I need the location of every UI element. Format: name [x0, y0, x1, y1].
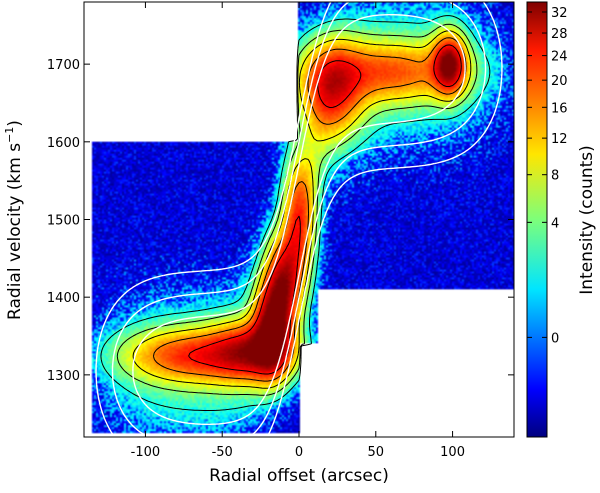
y-tick-label: 1600	[47, 136, 80, 151]
y-axis-label: Radial velocity (km s−1)	[3, 120, 25, 320]
y-tick-label: 1700	[47, 58, 80, 73]
colorbar-tick-label: 4	[551, 216, 559, 231]
colorbar-tick-label: 20	[551, 74, 568, 89]
colorbar-label: Intensity (counts)	[577, 145, 597, 294]
colorbar-tick-label: 24	[551, 50, 568, 65]
x-axis: -100 -50 0 50 100	[131, 2, 465, 460]
colorbar-tick-label: 12	[551, 132, 568, 147]
colorbar-tick-label: 32	[551, 6, 568, 21]
colorbar-tick-label: 0	[551, 331, 559, 346]
model-contour	[111, 2, 487, 437]
colorbar-ramp	[526, 1, 548, 438]
model-contour	[95, 2, 503, 437]
y-tick-label: 1500	[47, 214, 80, 229]
colorbar-tick-label: 16	[551, 101, 568, 116]
y-tick-label: 1300	[47, 369, 80, 384]
x-tick-label: 0	[295, 445, 303, 460]
x-tick-label: 100	[440, 445, 465, 460]
heatmap-image	[84, 2, 514, 437]
y-tick-label: 1400	[47, 291, 80, 306]
colorbar: 0 4 8 12 16 20 24 28 32 Intensity (counts)	[526, 1, 597, 438]
x-axis-label: Radial offset (arcsec)	[209, 466, 389, 486]
colorbar-ticks: 0 4 8 12 16 20 24 28 32	[527, 6, 568, 346]
plot-area	[83, 1, 515, 438]
x-tick-label: 50	[368, 445, 385, 460]
colorbar-tick-label: 8	[551, 169, 559, 184]
intensity-contour	[188, 44, 462, 375]
model-contour	[132, 14, 466, 425]
y-axis: 1300 1400 1500 1600 1700	[47, 58, 514, 384]
x-tick-label: -50	[212, 445, 233, 460]
x-tick-label: -100	[131, 445, 161, 460]
model-contours	[95, 2, 503, 437]
colorbar-tick-label: 28	[551, 27, 568, 42]
